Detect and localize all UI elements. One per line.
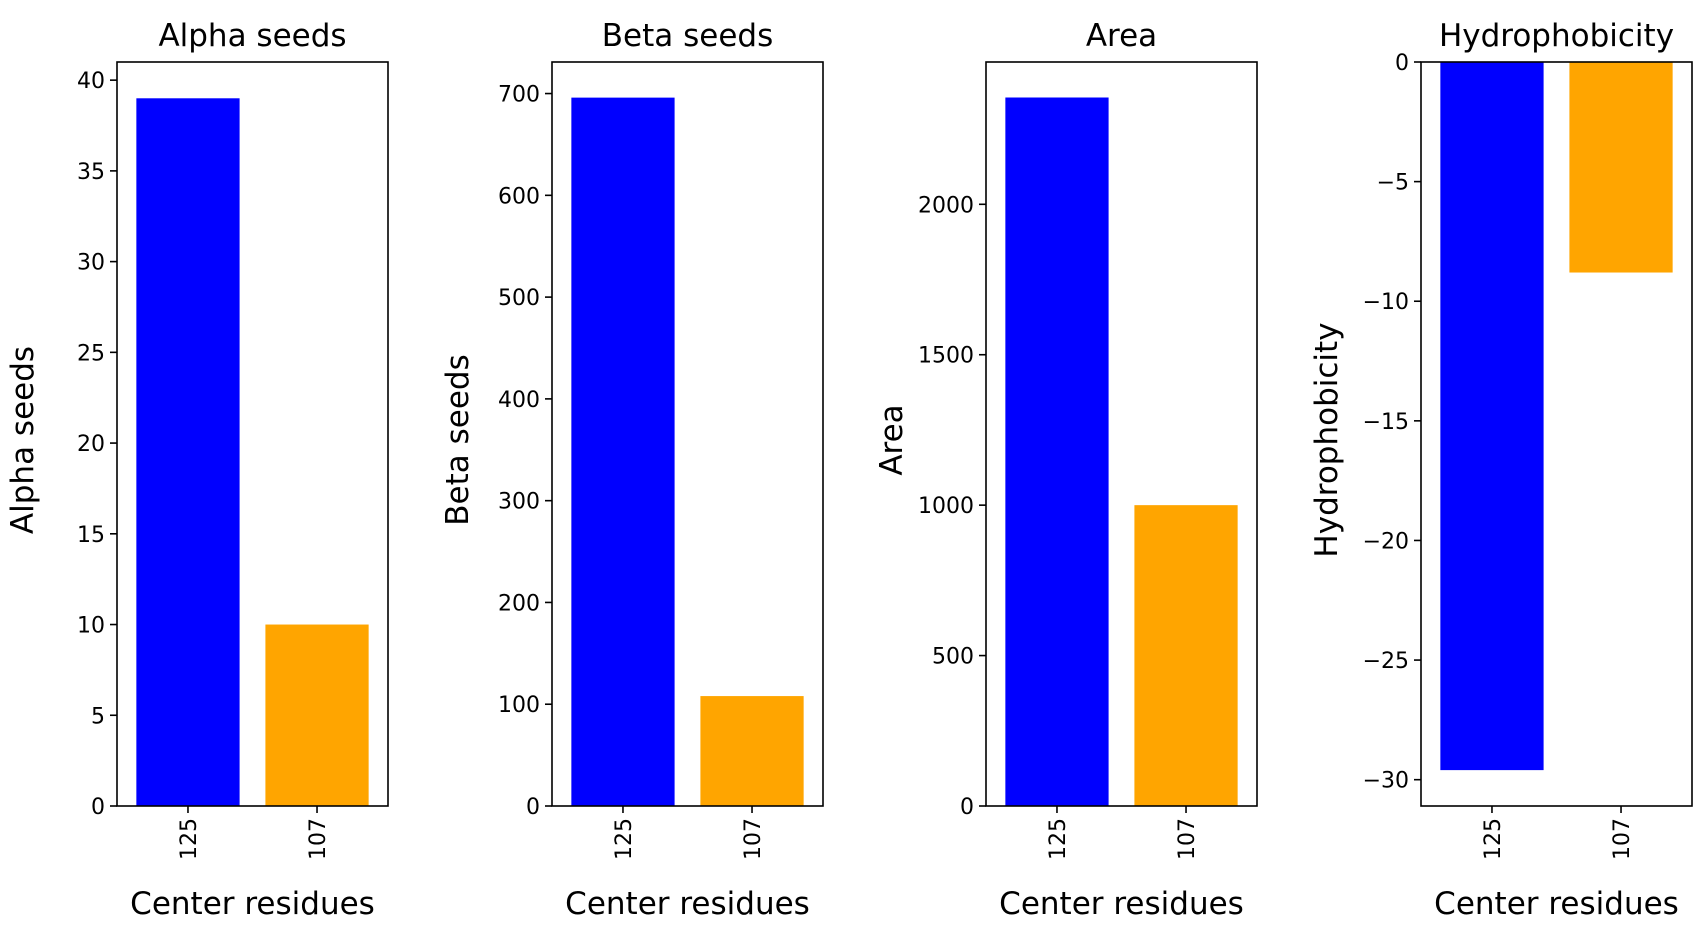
bar-125 xyxy=(1005,97,1109,807)
y-tick-label: 1000 xyxy=(918,494,974,519)
chart-panel-2: 0 100 200 300 400 500 600 700 125 107 Center resid… xyxy=(440,18,824,922)
x-tick-label: 107 xyxy=(1610,818,1635,860)
x-tick-label: 107 xyxy=(306,818,331,860)
y-tick-label: 40 xyxy=(77,69,105,94)
y-tick-label: 25 xyxy=(77,341,105,366)
y-tick-label: 30 xyxy=(77,251,105,276)
x-tick-label: 125 xyxy=(1481,818,1506,860)
bar-107 xyxy=(700,696,804,806)
y-tick-label: −10 xyxy=(1363,290,1409,315)
y-tick-label: −5 xyxy=(1377,171,1409,196)
x-axis-label: Center residues xyxy=(565,886,810,922)
y-tick-label: 300 xyxy=(498,490,540,515)
y-tick-label: 35 xyxy=(77,160,105,185)
plot-frame xyxy=(116,61,389,807)
chart-panel-4: 0 −5 −10 −15 −20 −25 −30 125 107 Center residues H… xyxy=(1309,18,1693,922)
bar-107 xyxy=(265,624,369,806)
x-tick-label: 107 xyxy=(1175,818,1200,860)
plot-frame xyxy=(985,61,1258,807)
y-tick-label: 5 xyxy=(91,704,105,729)
plot-frame xyxy=(1420,61,1693,807)
y-tick-label: 10 xyxy=(77,614,105,639)
bar-125 xyxy=(136,98,240,807)
y-tick-label: 200 xyxy=(498,591,540,616)
y-tick-label: 1500 xyxy=(918,344,974,369)
panel-title: Beta seeds xyxy=(602,18,773,54)
y-tick-label: −25 xyxy=(1363,649,1409,674)
bar-107 xyxy=(1134,505,1238,806)
y-tick-label: 400 xyxy=(498,388,540,413)
y-axis-label: Alpha seeds xyxy=(5,346,41,534)
y-tick-label: 0 xyxy=(526,795,540,820)
y-tick-label: 20 xyxy=(77,432,105,457)
y-axis-label: Area xyxy=(874,404,910,475)
x-axis-label: Center residues xyxy=(1434,886,1679,922)
x-tick-label: 107 xyxy=(741,818,766,860)
y-tick-label: −30 xyxy=(1363,769,1409,794)
y-tick-label: 100 xyxy=(498,693,540,718)
y-tick-label: −20 xyxy=(1363,529,1409,554)
panel-title: Alpha seeds xyxy=(158,18,346,54)
y-tick-label: 500 xyxy=(932,645,974,670)
bar-125 xyxy=(1440,62,1544,771)
y-tick-label: −15 xyxy=(1363,410,1409,435)
x-tick-label: 125 xyxy=(1046,818,1071,860)
y-tick-label: 700 xyxy=(498,83,540,108)
chart-panel-1: 0 5 10 15 20 25 30 35 40 125 107 Center residues Alp… xyxy=(5,18,389,922)
chart-panel-3: 0 500 1000 1500 2000 125 107 Center residues Are… xyxy=(874,18,1258,922)
x-axis-label: Center residues xyxy=(130,886,375,922)
y-axis-label: Beta seeds xyxy=(440,354,476,525)
y-tick-label: 2000 xyxy=(918,193,974,218)
y-axis-label: Hydrophobicity xyxy=(1309,322,1345,557)
bar-107 xyxy=(1569,62,1673,273)
y-tick-label: 500 xyxy=(498,286,540,311)
y-tick-label: 0 xyxy=(91,795,105,820)
x-tick-label: 125 xyxy=(612,818,637,860)
y-tick-label: 0 xyxy=(1395,51,1409,76)
bar-125 xyxy=(571,97,675,806)
y-tick-label: 600 xyxy=(498,184,540,209)
plot-frame xyxy=(551,61,824,807)
y-tick-label: 15 xyxy=(77,523,105,548)
x-axis-label: Center residues xyxy=(999,886,1244,922)
x-tick-label: 125 xyxy=(177,818,202,860)
panel-title: Area xyxy=(1086,18,1157,54)
y-tick-label: 0 xyxy=(960,795,974,820)
panel-title: Hydrophobicity xyxy=(1439,18,1674,54)
